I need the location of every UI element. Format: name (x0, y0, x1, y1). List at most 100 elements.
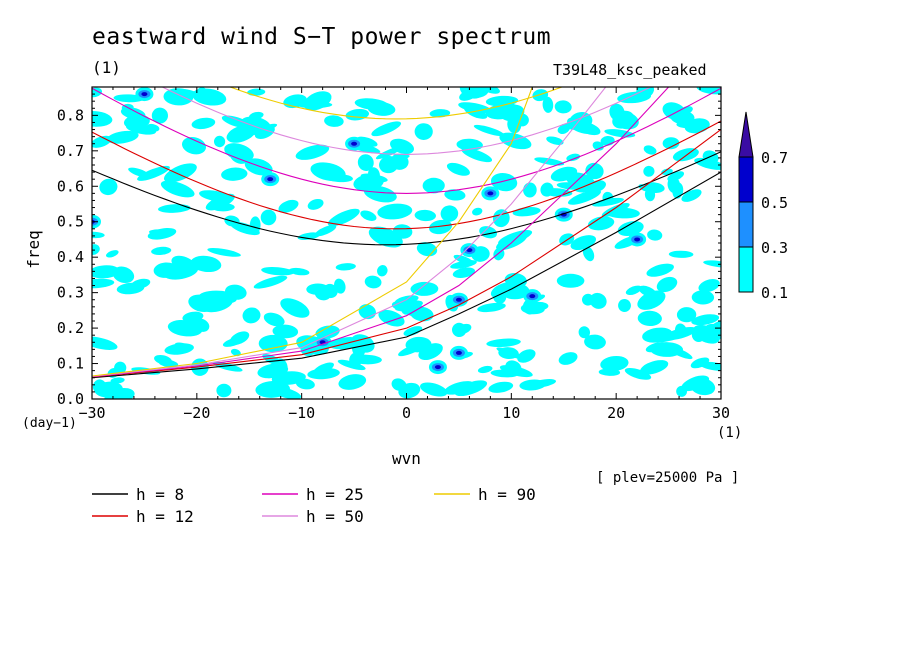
spectrum-blob (691, 327, 706, 342)
x-tick-label: 30 (712, 404, 730, 422)
spectrum-blob (379, 156, 399, 174)
spectrum-blob (540, 182, 554, 197)
x-tick-label: −10 (288, 404, 315, 422)
colorbar-segment (738, 246, 754, 293)
spectrum-blob (461, 148, 493, 163)
spectrum-blob (257, 363, 289, 379)
spectrum-blob (378, 309, 405, 327)
colorbar-segment (738, 201, 754, 248)
spectrum-blob (582, 246, 595, 262)
spectrum-blob (151, 246, 172, 255)
spectrum-blob (647, 229, 663, 241)
run-label: T39L48_ksc_peaked (553, 61, 707, 79)
spectrum-blob (672, 182, 684, 199)
spectrum-blob (523, 182, 537, 198)
spectrum-blob (578, 326, 591, 339)
colorbar-label: 0.1 (761, 284, 788, 302)
dispersion-curve-h25-kelvin (92, 87, 670, 378)
spectrum-blob (667, 171, 685, 182)
spectrum-blob (529, 379, 557, 388)
spectrum-blob (429, 219, 452, 235)
spectrum-blob (106, 250, 119, 258)
spectrum-blob (557, 124, 570, 134)
spectrum-blob (92, 336, 118, 351)
dispersion-curve-h25-inertia-gravity (92, 87, 721, 194)
spectrum-blob (181, 137, 207, 155)
spectrum-blob (151, 107, 168, 124)
spectrum-blob (182, 311, 204, 323)
plev-note: [ plev=25000 Pa ] (596, 470, 740, 486)
spectrum-blob (360, 210, 377, 221)
spectrum-blob (477, 302, 506, 313)
spectrum-blob (267, 177, 274, 182)
spectrum-blob (566, 153, 581, 162)
spectrum-blob (477, 365, 493, 374)
spectrum-blob (324, 115, 344, 127)
dispersion-curve-h50-inertia-gravity (161, 87, 652, 155)
spectrum-blob (334, 278, 346, 294)
colorbar-label: 0.5 (761, 194, 788, 212)
spectrum-blob (404, 301, 423, 317)
spectrum-blob (92, 87, 103, 98)
spectrum-blob (492, 209, 510, 228)
spectrum-blob (618, 299, 631, 312)
spectrum-blob (99, 178, 118, 196)
spectrum-blob (269, 386, 302, 399)
spectrum-blob (307, 198, 324, 210)
spectrum-blob (668, 250, 694, 258)
spectrum-blob (253, 275, 288, 289)
spectrum-blob (242, 307, 261, 324)
colorbar-label: 0.3 (761, 239, 788, 257)
y-tick-label: 0.3 (57, 284, 84, 302)
spectrum-blob (149, 229, 175, 237)
spectrum-blob (272, 324, 299, 339)
spectrum-blob (92, 244, 100, 255)
spectrum-blob (690, 357, 710, 369)
legend-label: h = 90 (478, 485, 536, 504)
spectrum-blob (377, 203, 413, 220)
spectrum-blob (221, 167, 248, 181)
spectrum-blob (405, 336, 432, 353)
spectrum-blob (490, 172, 518, 192)
spectrum-blob (472, 207, 483, 216)
spectrum-blob (212, 203, 235, 212)
spectrum-blob (634, 237, 641, 242)
spectrum-blob (403, 326, 423, 337)
spectrum-blob (130, 278, 151, 289)
spectrum-blob (487, 191, 494, 196)
y-tick-label: 0.2 (57, 319, 84, 337)
spectrum-blob (92, 231, 105, 239)
spectrum-blob (584, 334, 606, 350)
spectrum-blob (554, 100, 572, 114)
spectrum-blob (410, 281, 439, 296)
spectrum-blob (681, 189, 702, 202)
spectrum-blob (312, 362, 334, 376)
y-axis-unit: (day−1) (22, 416, 77, 431)
chart-title: eastward wind S−T power spectrum (92, 24, 552, 50)
spectrum-blob (459, 87, 484, 99)
spectrum-blob (455, 297, 462, 302)
spectrum-blob (696, 87, 721, 95)
spectrum-blob (601, 202, 630, 218)
colorbar-arrow (738, 111, 754, 158)
spectrum-blob (158, 204, 191, 213)
colorbar-label: 0.7 (761, 149, 788, 167)
spectrum-blob (303, 91, 332, 111)
spectrum-blob (640, 360, 669, 375)
spectrum-blob (280, 298, 310, 318)
spectrum-blob (364, 275, 382, 289)
spectrum-blob (452, 267, 476, 278)
spectrum-blob (585, 162, 604, 180)
spectrum-blob (486, 338, 521, 348)
dispersion-curve-h90-inertia-gravity (228, 87, 564, 120)
spectrum-blob (261, 266, 295, 276)
spectrum-blob (192, 318, 210, 332)
dispersion-curve-h8-inertia-gravity (92, 151, 721, 246)
spectrum-blob (262, 353, 283, 366)
legend-label: h = 25 (306, 485, 364, 504)
spectrum-blob (368, 167, 380, 182)
spectrum-blob (112, 266, 135, 284)
legend-label: h = 50 (306, 507, 364, 526)
